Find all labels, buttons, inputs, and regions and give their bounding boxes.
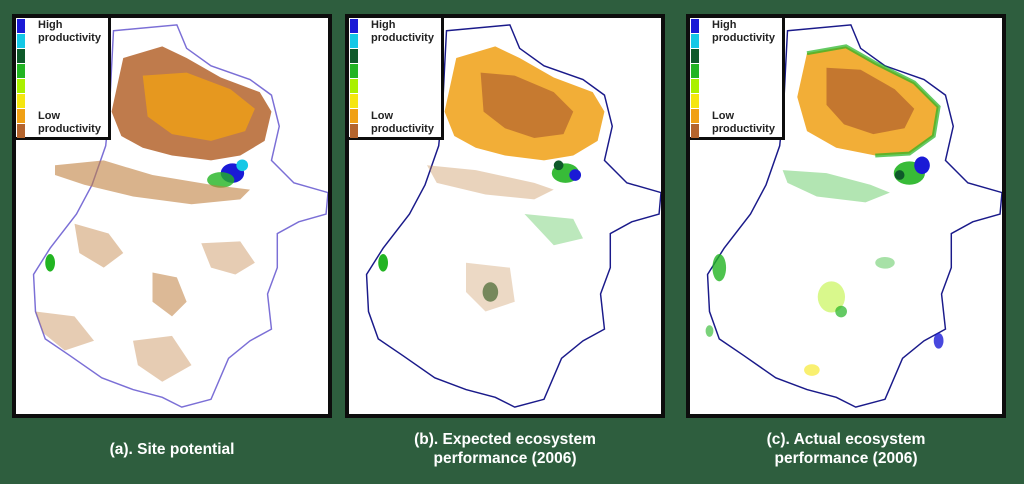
- map-legend: High productivity Low productivity: [16, 18, 111, 140]
- legend-high-label: High productivity: [712, 19, 775, 44]
- legend-low-label: Low productivity: [38, 110, 101, 135]
- legend-swatch-7: [691, 109, 699, 123]
- legend-swatch-1: [17, 19, 25, 33]
- actual-performance-map: [705, 24, 1002, 408]
- expected-performance-map: [365, 24, 661, 408]
- map-panel-actual-performance: High productivity Low productivity: [686, 14, 1006, 418]
- legend-low-label: Low productivity: [371, 110, 434, 135]
- caption-site-potential: (a). Site potential: [109, 441, 235, 458]
- legend-swatch-4: [17, 64, 25, 78]
- site-potential-map: [32, 24, 328, 408]
- legend-swatch-6: [691, 94, 699, 108]
- map-legend: High productivity Low productivity: [349, 18, 444, 140]
- legend-swatch-6: [350, 94, 358, 108]
- legend-swatch-2: [691, 34, 699, 48]
- map-panel-expected-performance: High productivity Low productivity: [345, 14, 665, 418]
- legend-swatch-1: [691, 19, 699, 33]
- legend-swatch-5: [17, 79, 25, 93]
- legend-swatch-2: [17, 34, 25, 48]
- legend-swatch-2: [350, 34, 358, 48]
- legend-swatch-3: [350, 49, 358, 63]
- legend-swatch-4: [691, 64, 699, 78]
- legend-high-label: High productivity: [38, 19, 101, 44]
- legend-swatch-7: [17, 109, 25, 123]
- legend-swatch-5: [350, 79, 358, 93]
- legend-swatch-8: [17, 124, 25, 138]
- map-legend: High productivity Low productivity: [690, 18, 785, 140]
- legend-swatch-3: [691, 49, 699, 63]
- legend-swatch-6: [17, 94, 25, 108]
- map-panel-site-potential: High productivity Low productivity: [12, 14, 332, 418]
- legend-swatch-5: [691, 79, 699, 93]
- legend-swatch-4: [350, 64, 358, 78]
- legend-swatch-7: [350, 109, 358, 123]
- caption-actual-performance: (c). Actual ecosystem performance (2006): [766, 431, 926, 467]
- legend-swatch-3: [17, 49, 25, 63]
- legend-swatch-1: [350, 19, 358, 33]
- region-boundary: [365, 24, 661, 408]
- caption-expected-performance: (b). Expected ecosystem performance (200…: [414, 431, 596, 467]
- region-boundary: [32, 24, 328, 408]
- region-boundary: [706, 24, 1002, 408]
- legend-swatch-8: [350, 124, 358, 138]
- legend-low-label: Low productivity: [712, 110, 775, 135]
- legend-swatch-8: [691, 124, 699, 138]
- mid-productivity-zone-north: [142, 72, 255, 141]
- legend-high-label: High productivity: [371, 19, 434, 44]
